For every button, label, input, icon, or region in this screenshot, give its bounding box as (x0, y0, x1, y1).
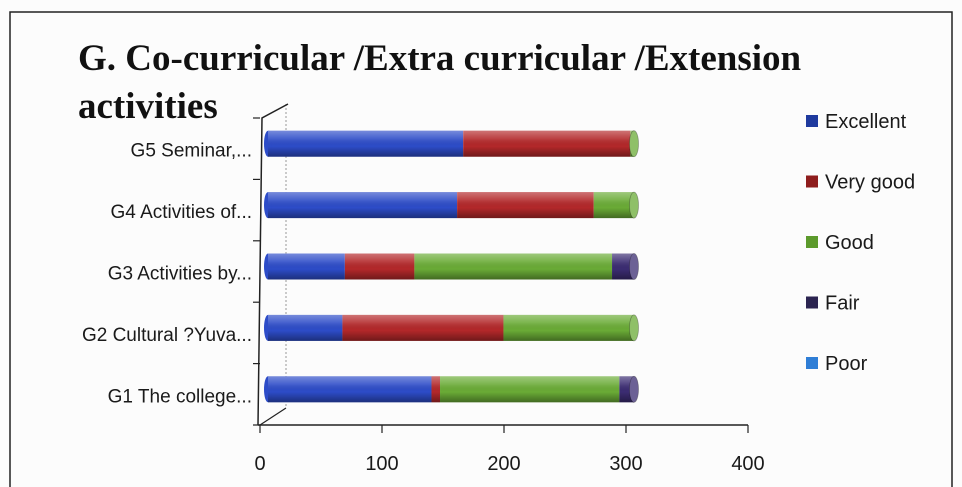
legend-swatch-very-good (806, 175, 818, 188)
category-label-g2: G2 Cultural ?Yuva... (82, 325, 252, 346)
bar-end-cap-highlight-g5 (629, 130, 639, 157)
legend-label-excellent: Excellent (825, 111, 907, 133)
y-axis-labels: G1 The college... G2 Cultural ?Yuva... G3 … (82, 117, 260, 426)
y-axis-line (257, 103, 289, 426)
bar-end-cap-highlight-g3 (629, 253, 639, 280)
bar-shading-g1 (268, 376, 634, 403)
legend-swatch-excellent (806, 115, 818, 127)
x-tick-label: 400 (731, 453, 764, 475)
bar-end-cap-g2 (629, 314, 639, 342)
bar-shading-g5 (268, 130, 634, 157)
floor-edge (259, 407, 287, 426)
category-label-g3: G3 Activities by... (108, 264, 252, 285)
x-tick-label: 300 (609, 453, 642, 475)
bars (264, 130, 639, 403)
category-label-g4: G4 Activities of... (111, 202, 253, 223)
legend-swatch-poor (806, 357, 818, 369)
bar-shading-g2 (268, 314, 634, 341)
bar-shading-g4 (268, 192, 634, 219)
bar-end-cap-g3 (629, 253, 639, 280)
category-label-g1: G1 The college... (108, 386, 252, 407)
x-tick-label: 0 (254, 453, 265, 475)
legend-label-fair: Fair (825, 293, 860, 315)
bar-end-cap-g4 (629, 191, 639, 219)
legend-label-good: Good (825, 232, 874, 254)
x-axis-ticks: 0 100 200 300 400 (254, 425, 765, 475)
bar-end-cap-highlight-g4 (629, 192, 639, 219)
bar-end-cap-g1 (629, 375, 639, 403)
bar-end-cap-highlight-g1 (629, 376, 639, 403)
legend-swatch-good (806, 236, 818, 248)
bar-end-cap-g5 (629, 130, 639, 158)
bar-end-cap-highlight-g2 (629, 314, 639, 341)
legend: Excellent Very good Good Fair Poor (806, 111, 915, 375)
chart-title: G. Co-curricular /Extra curricular /Exte… (78, 38, 802, 127)
legend-label-very-good: Very good (825, 172, 915, 194)
chart-frame (9, 11, 953, 487)
x-tick-label: 200 (487, 453, 520, 475)
x-tick-label: 100 (365, 453, 398, 475)
legend-label-poor: Poor (825, 353, 868, 375)
bar-shading-g3 (268, 253, 634, 280)
category-label-g5: G5 Seminar,... (131, 141, 252, 162)
legend-swatch-fair (806, 296, 818, 309)
